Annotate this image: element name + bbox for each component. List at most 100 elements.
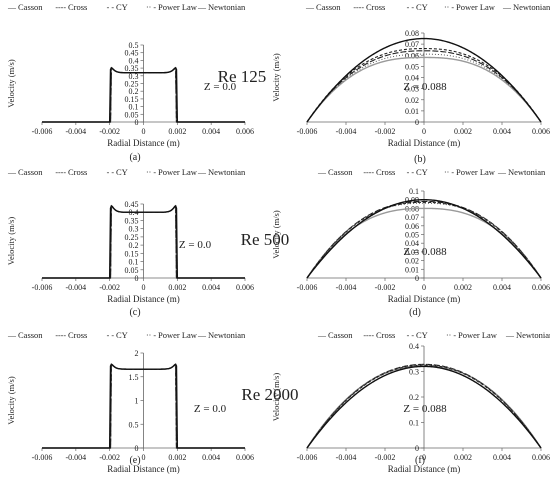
legend-label: Cross: [68, 167, 87, 177]
legend-label: Power Law: [456, 2, 496, 12]
x-tick-label: 0.006: [236, 453, 254, 462]
x-tick-label: -0.004: [336, 127, 357, 136]
legend-entry: — Newtonian: [197, 2, 246, 12]
legend-entry: ---- Cross: [353, 2, 385, 12]
legend-symbol: —: [7, 168, 17, 177]
x-tick-label: -0.006: [32, 283, 53, 292]
legend-entry: — Casson: [317, 330, 353, 340]
y-tick-label: 0.07: [405, 213, 419, 222]
y-axis-title: Velocity (m/s): [271, 373, 281, 422]
x-axis-title: Radial Distance (m): [107, 138, 179, 148]
x-tick-label: -0.002: [99, 127, 120, 136]
y-tick-label: 0.03: [405, 85, 419, 94]
y-tick-label: 0.5: [129, 41, 139, 50]
x-tick-label: 0.006: [236, 127, 254, 136]
x-tick-label: 0.002: [454, 453, 472, 462]
legend-label: CY: [116, 2, 128, 12]
y-axis-title: Velocity (m/s): [271, 53, 281, 102]
series-line-cy: [306, 363, 542, 449]
z-annotation: Z = 0.088: [403, 403, 447, 415]
x-axis-title: Radial Distance (m): [388, 294, 460, 304]
y-tick-label: 0.25: [125, 80, 139, 89]
x-tick-label: 0: [142, 283, 146, 292]
series-line-casson: [306, 56, 542, 123]
legend-symbol: —: [497, 168, 507, 177]
series-line-newtonian: [306, 37, 542, 123]
legend-label: Power Law: [158, 2, 198, 12]
legend-symbol: ·· -: [444, 3, 454, 12]
legend-symbol: - -: [407, 168, 415, 177]
legend-symbol: —: [197, 331, 207, 340]
x-tick-label: -0.002: [375, 283, 396, 292]
legend-symbol: ----: [55, 3, 66, 12]
x-tick-label: 0.002: [454, 127, 472, 136]
legend-label: CY: [416, 330, 428, 340]
z-annotation: Z = 0.0: [194, 403, 227, 415]
panel-label: (e): [129, 455, 140, 466]
y-tick-label: 0.05: [405, 62, 419, 71]
x-tick-label: 0.004: [493, 283, 511, 292]
legend-symbol: ----: [363, 331, 374, 340]
legend-symbol: ·· -: [444, 168, 454, 177]
y-tick-label: 0: [415, 274, 419, 283]
x-tick-label: -0.006: [297, 453, 318, 462]
legend-symbol: —: [317, 168, 327, 177]
y-tick-label: 0.4: [409, 342, 419, 351]
legend-entry: - - CY: [407, 167, 428, 177]
y-tick-label: 0.04: [405, 74, 419, 83]
legend-label: Casson: [18, 167, 43, 177]
x-tick-label: 0.006: [532, 453, 550, 462]
legend-entry: — Casson: [7, 167, 43, 177]
y-tick-label: 0.5: [129, 420, 139, 429]
y-axis-title: Velocity (m/s): [6, 217, 16, 266]
legend-entry: ---- Cross: [55, 330, 87, 340]
legend-symbol: —: [505, 331, 515, 340]
legend-entry: — Newtonian: [505, 330, 550, 340]
x-tick-label: -0.006: [297, 127, 318, 136]
legend-label: CY: [416, 2, 428, 12]
x-tick-label: -0.002: [99, 453, 120, 462]
legend-label: Power Law: [456, 167, 496, 177]
legend-label: Cross: [68, 2, 87, 12]
z-annotation: Z = 0.0: [179, 239, 212, 251]
legend-symbol: ·· -: [146, 168, 156, 177]
x-tick-label: -0.004: [336, 453, 357, 462]
legend-symbol: ----: [363, 168, 374, 177]
y-tick-label: 0: [135, 274, 139, 283]
legend-symbol: - -: [107, 3, 115, 12]
z-annotation: Z = 0.0: [204, 81, 237, 93]
series-line-power-law: [306, 53, 542, 123]
legend-symbol: - -: [407, 3, 415, 12]
legend-symbol: —: [7, 331, 17, 340]
x-tick-label: 0: [142, 453, 146, 462]
legend-label: Cross: [376, 167, 395, 177]
y-tick-label: 0.3: [409, 368, 419, 377]
x-axis-title: Radial Distance (m): [107, 464, 179, 474]
y-tick-label: 0.06: [405, 51, 419, 60]
y-tick-label: 0.3: [129, 72, 139, 81]
y-tick-label: 0.4: [129, 56, 139, 65]
y-axis-title: Velocity (m/s): [271, 210, 281, 259]
legend-entry: — Newtonian: [497, 167, 546, 177]
series-line-newtonian: [306, 198, 542, 279]
legend-symbol: ----: [55, 168, 66, 177]
legend-entry: - - CY: [107, 2, 128, 12]
y-tick-label: 0.45: [125, 49, 139, 58]
y-tick-label: 0.05: [405, 231, 419, 240]
y-tick-label: 0.2: [129, 241, 139, 250]
chart-panel-a: — Casson ---- Cross - - CY ·· - Power Law — Newto…: [6, 2, 266, 163]
legend-symbol: - -: [107, 168, 115, 177]
x-tick-label: 0.002: [168, 283, 186, 292]
z-annotation: Z = 0.088: [403, 81, 447, 93]
series-line-newtonian: [306, 365, 542, 449]
legend-symbol: —: [317, 331, 327, 340]
legend-entry: ·· - Power Law: [146, 330, 198, 340]
y-tick-label: 0.05: [125, 266, 139, 275]
legend-label: Newtonian: [208, 330, 246, 340]
legend-entry: ·· - Power Law: [444, 2, 496, 12]
series-line-power-law: [306, 202, 542, 279]
legend-entry: — Newtonian: [502, 2, 550, 12]
x-tick-label: 0.004: [493, 127, 511, 136]
x-tick-label: 0.002: [168, 453, 186, 462]
legend-label: CY: [416, 167, 428, 177]
